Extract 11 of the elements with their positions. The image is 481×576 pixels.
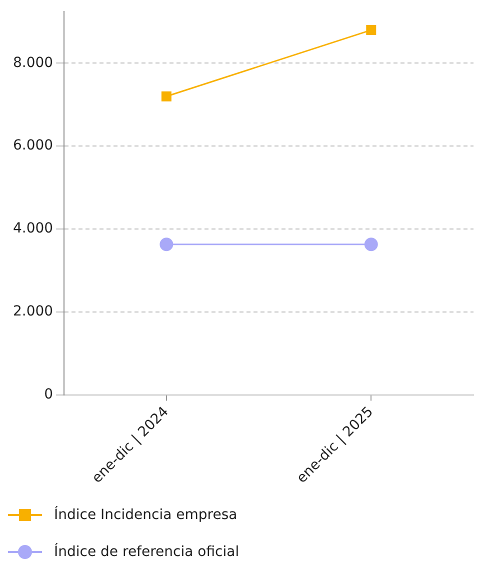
y-tick-label: 8.000 <box>12 54 54 71</box>
legend-label: Índice de referencia oficial <box>54 544 240 560</box>
point <box>366 25 376 36</box>
y-tick-label: 2.000 <box>12 304 54 320</box>
y-tick-label: 4.000 <box>12 220 54 237</box>
y-tick-label: 0 <box>44 386 54 402</box>
point <box>364 238 378 252</box>
point <box>160 238 174 252</box>
point <box>161 91 172 102</box>
y-tick-label: 6.000 <box>12 138 54 154</box>
legend-label: Índice Incidencia empresa <box>54 507 238 523</box>
